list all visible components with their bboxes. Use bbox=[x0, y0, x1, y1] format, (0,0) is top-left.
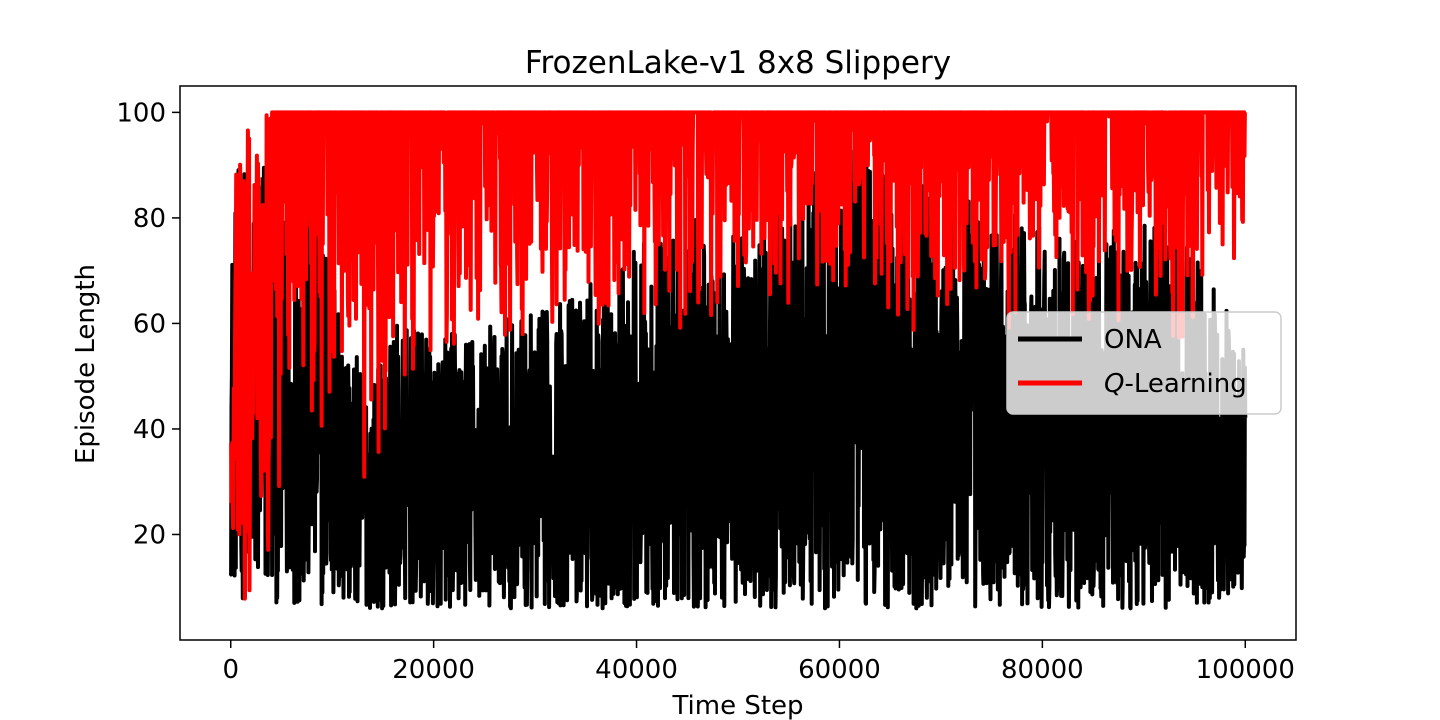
y-tick-label: 40 bbox=[133, 415, 166, 445]
legend-label-q-learning: Q-Learning bbox=[1104, 369, 1247, 399]
legend-label-q-italic: Q bbox=[1104, 369, 1124, 399]
legend-label-q-rest: -Learning bbox=[1124, 369, 1246, 399]
y-axis-ticks: 20 40 60 80 100 bbox=[116, 98, 180, 550]
series-layer bbox=[228, 110, 1248, 611]
x-axis-label: Time Step bbox=[671, 691, 803, 720]
x-tick-label: 60000 bbox=[798, 655, 881, 685]
plot-frame bbox=[179, 85, 1297, 641]
legend: ONA Q-Learning bbox=[1006, 311, 1282, 415]
y-tick-label: 60 bbox=[133, 309, 166, 339]
x-tick-label: 0 bbox=[222, 655, 239, 685]
chart-title: FrozenLake-v1 8x8 Slippery bbox=[525, 45, 951, 81]
x-tick-label: 80000 bbox=[1001, 655, 1084, 685]
y-axis-label: Episode Length bbox=[71, 264, 101, 464]
y-tick-label: 80 bbox=[133, 204, 166, 234]
series-line-q-learning bbox=[229, 110, 1247, 601]
legend-label-ona: ONA bbox=[1104, 325, 1162, 355]
x-axis-ticks: 0 20000 40000 60000 80000 100000 bbox=[222, 640, 1295, 685]
x-tick-label: 40000 bbox=[595, 655, 678, 685]
y-tick-label: 100 bbox=[116, 98, 166, 128]
series-line-ona bbox=[228, 118, 1248, 611]
x-tick-label: 100000 bbox=[1196, 655, 1295, 685]
y-tick-label: 20 bbox=[133, 520, 166, 550]
x-tick-label: 20000 bbox=[392, 655, 475, 685]
